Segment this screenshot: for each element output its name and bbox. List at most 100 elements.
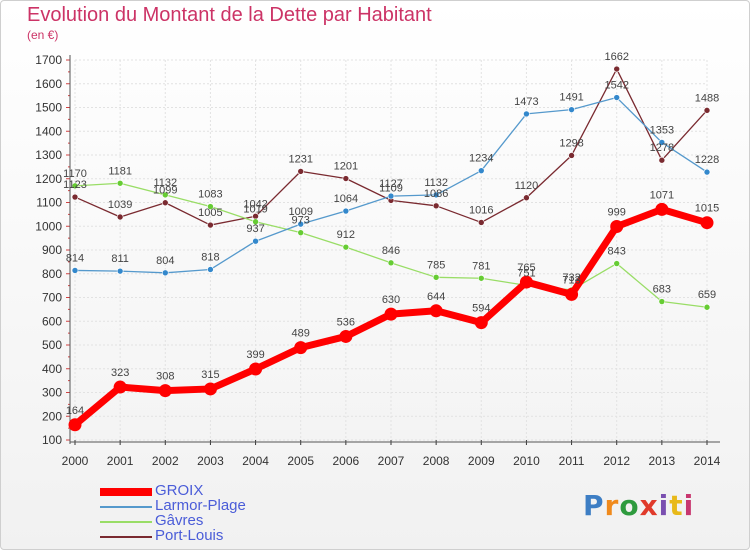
data-label: 630 [382,294,400,306]
data-point [207,266,214,273]
data-label: 1132 [153,177,177,189]
data-label: 323 [111,367,129,379]
data-label: 912 [337,229,355,241]
x-tick-label: 2009 [468,454,495,468]
data-label: 1042 [243,198,267,210]
x-tick-label: 2007 [378,454,405,468]
data-label: 804 [156,255,174,267]
data-label: 1353 [650,124,674,136]
data-point [477,274,485,282]
data-label: 1120 [515,180,539,192]
data-label: 1473 [514,96,538,108]
data-point [116,213,124,221]
data-label: 1016 [469,204,493,216]
data-label: 781 [472,260,490,272]
logo-letter: r [604,489,620,522]
data-label: 1662 [604,51,628,63]
data-point [297,220,305,228]
data-point [523,110,530,118]
data-point [568,152,575,159]
data-label: 973 [292,215,310,227]
data-label: 846 [382,245,400,257]
y-tick-label: 1200 [35,172,62,186]
data-point [249,362,263,376]
data-point [342,243,350,251]
data-point [658,298,666,305]
data-label: 732 [562,272,580,284]
data-label: 1005 [198,207,222,219]
data-point [568,106,575,113]
data-point [477,219,485,226]
data-label: 1083 [198,189,222,201]
data-label: 843 [608,246,626,258]
data-label: 713 [562,274,580,286]
x-tick-label: 2004 [242,454,269,468]
logo-letter: t [669,489,684,522]
x-tick-label: 2001 [107,454,134,468]
data-point [387,192,395,200]
data-label: 659 [698,289,716,301]
data-label: 1231 [288,153,312,165]
y-tick-label: 400 [42,362,62,376]
x-tick-label: 2005 [287,454,314,468]
data-point [71,193,79,201]
data-label: 1181 [108,165,132,177]
data-label: 1228 [695,154,719,166]
legend-swatch-larmor-plage [100,506,152,508]
data-label: 1170 [63,168,87,180]
x-tick-label: 2011 [559,454,585,468]
data-label: 785 [427,259,445,271]
data-label: 1201 [334,161,358,173]
data-label: 1132 [424,177,448,189]
data-point [703,168,711,176]
x-tick-label: 2000 [62,454,89,468]
y-tick-label: 1600 [35,77,62,91]
data-label: 1491 [559,92,583,104]
logo-letter: x [639,489,659,522]
data-point [477,167,485,174]
data-point [519,275,533,289]
x-tick-label: 2008 [423,454,450,468]
data-point [432,274,440,281]
data-label: 683 [653,284,671,296]
y-tick-label: 1400 [35,124,62,138]
x-tick-label: 2003 [197,454,224,468]
data-point [116,267,124,275]
legend-swatch-groix [100,488,152,496]
data-point [207,221,214,229]
data-point [432,191,440,199]
data-point [474,316,488,330]
data-point [429,304,443,318]
axes: 1002003004005006007008009001000110012001… [35,53,720,468]
chart-title: Evolution du Montant de la Dette par Hab… [27,4,432,26]
data-point [71,267,79,274]
data-label: 1064 [334,193,358,205]
data-point [203,382,217,396]
data-point [252,218,259,226]
data-label: 1542 [604,80,628,92]
data-label: 1039 [108,199,132,211]
data-label: 536 [337,316,355,328]
data-point [342,207,350,215]
series [68,65,714,432]
data-label: 1086 [424,188,448,200]
x-tick-label: 2013 [649,454,676,468]
y-tick-label: 1300 [35,148,62,162]
legend-swatch-port-louis [100,536,152,538]
grid [74,59,708,441]
data-label: 399 [246,349,264,361]
data-label: 765 [517,262,535,274]
data-point [71,182,79,190]
data-label: 1071 [650,189,674,201]
y-tick-label: 1100 [36,196,62,210]
legend-label-groix: GROIX [155,482,204,499]
data-point [655,202,669,216]
data-point [342,175,350,182]
x-tick-label: 2002 [152,454,179,468]
data-label: 1015 [695,203,719,215]
y-tick-label: 900 [42,243,62,257]
legend-label-port-louis: Port-Louis [155,527,224,544]
data-point [113,380,127,394]
